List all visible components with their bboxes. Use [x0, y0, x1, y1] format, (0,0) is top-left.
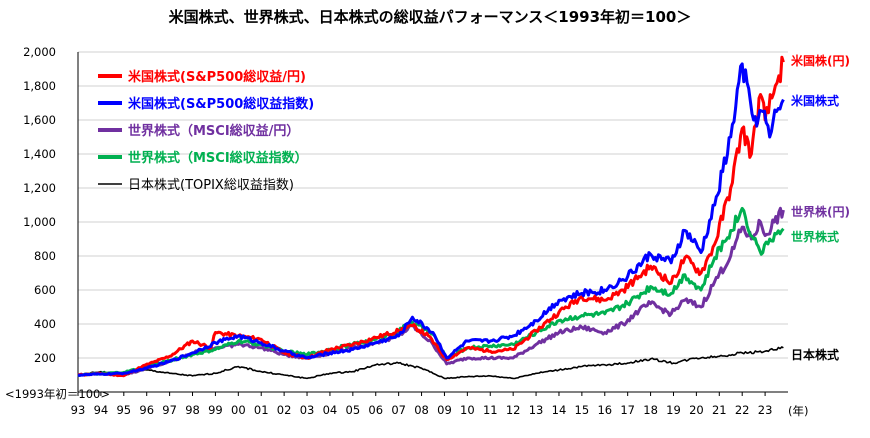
x-tick-label: 05 — [346, 403, 361, 417]
x-tick-label: 19 — [666, 403, 681, 417]
x-tick-label: 13 — [529, 403, 544, 417]
end-label: 世界株(円) — [791, 204, 850, 219]
x-tick-label: 15 — [575, 403, 590, 417]
legend-label: 米国株式(S&P500総収益指数) — [128, 96, 314, 112]
x-tick-label: 99 — [208, 403, 223, 417]
series-line-0 — [77, 55, 785, 378]
x-tick-label: 18 — [643, 403, 658, 417]
x-tick-label: 03 — [300, 403, 315, 417]
series-line-3 — [77, 206, 785, 377]
y-tick-label: 600 — [34, 283, 56, 297]
x-tick-label: 08 — [414, 403, 429, 417]
x-tick-label: 11 — [483, 403, 498, 417]
x-tick-label: 96 — [139, 403, 154, 417]
series-line-2 — [77, 206, 785, 377]
x-axis-unit-label: (年) — [788, 404, 808, 418]
y-tick-label: 1,600 — [23, 113, 56, 127]
legend: 米国株式(S&P500総収益/円) 米国株式(S&P500総収益指数) 世界株式（M… — [98, 69, 314, 193]
x-tick-label: 22 — [735, 403, 750, 417]
x-tick-label: 16 — [597, 403, 612, 417]
legend-label: 世界株式（MSCI総収益/円） — [128, 123, 299, 139]
x-tick-label: 17 — [620, 403, 635, 417]
x-axis: 93 94 95 96 97 98 99 00 01 02 03 04 05 06 07 08 09 10 11 12… — [71, 391, 788, 417]
series-lines — [77, 55, 785, 380]
end-label: 米国株(円) — [791, 53, 850, 68]
series-line-4 — [77, 346, 784, 380]
x-tick-label: 98 — [185, 403, 200, 417]
x-tick-label: 01 — [254, 403, 269, 417]
x-tick-label: 09 — [437, 403, 452, 417]
x-tick-label: 10 — [460, 403, 475, 417]
y-tick-label: 2,000 — [23, 45, 56, 59]
legend-label: 世界株式（MSCI総収益指数） — [128, 150, 308, 166]
y-tick-label: 1,800 — [23, 79, 56, 93]
x-tick-label: 95 — [116, 403, 131, 417]
chart-title: 米国株式、世界株式、日本株式の総収益パフォーマンス＜1993年初＝100＞ — [169, 8, 692, 26]
base-note: <1993年初＝100> — [5, 387, 110, 401]
x-tick-label: 14 — [552, 403, 567, 417]
x-tick-label: 93 — [71, 403, 86, 417]
y-tick-label: 400 — [34, 317, 56, 331]
y-tick-label: 200 — [34, 351, 56, 365]
x-tick-label: 23 — [758, 403, 773, 417]
y-tick-label: 1,200 — [23, 181, 56, 195]
x-tick-label: 21 — [712, 403, 727, 417]
x-tick-label: 02 — [277, 403, 292, 417]
x-tick-label: 20 — [689, 403, 704, 417]
y-axis: 200 400 600 800 1,000 1,200 1,400 1,600 1,800 2,0… — [23, 45, 79, 392]
end-label: 世界株式 — [791, 229, 839, 244]
x-tick-label: 04 — [323, 403, 338, 417]
x-tick-label: 97 — [162, 403, 177, 417]
grid-lines — [78, 51, 788, 359]
y-tick-label: 1,400 — [23, 147, 56, 161]
end-label: 米国株式 — [791, 93, 839, 108]
legend-label: 日本株式(TOPIX総収益指数) — [128, 178, 294, 193]
y-tick-label: 800 — [34, 249, 56, 263]
x-tick-label: 07 — [391, 403, 406, 417]
x-tick-label: 94 — [94, 403, 109, 417]
x-tick-label: 06 — [368, 403, 383, 417]
end-label: 日本株式 — [791, 347, 839, 362]
y-tick-label: 1,000 — [23, 215, 56, 229]
series-line-1 — [77, 62, 785, 377]
legend-label: 米国株式(S&P500総収益/円) — [128, 69, 306, 85]
x-tick-label: 00 — [231, 403, 246, 417]
x-tick-label: 12 — [506, 403, 521, 417]
